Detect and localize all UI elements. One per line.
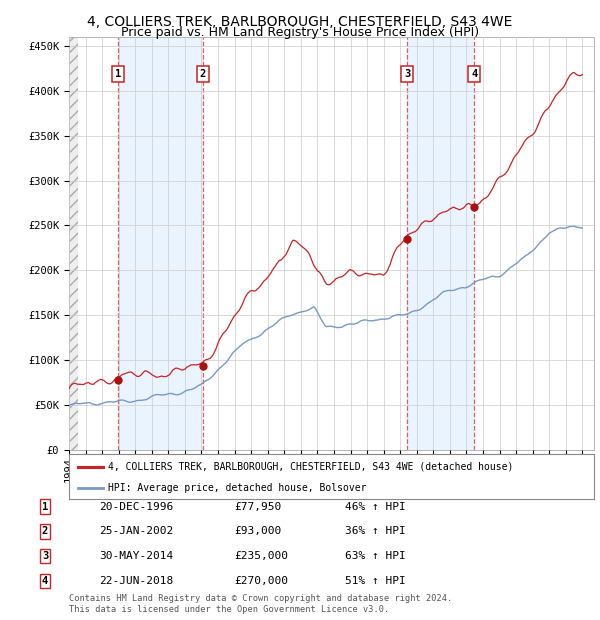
- Text: 46% ↑ HPI: 46% ↑ HPI: [345, 502, 406, 512]
- Text: 3: 3: [404, 69, 410, 79]
- Text: 22-JUN-2018: 22-JUN-2018: [99, 576, 173, 586]
- Text: 51% ↑ HPI: 51% ↑ HPI: [345, 576, 406, 586]
- Text: £270,000: £270,000: [234, 576, 288, 586]
- Text: 30-MAY-2014: 30-MAY-2014: [99, 551, 173, 561]
- Text: HPI: Average price, detached house, Bolsover: HPI: Average price, detached house, Bols…: [109, 483, 367, 493]
- Text: £235,000: £235,000: [234, 551, 288, 561]
- Text: 4, COLLIERS TREK, BARLBOROUGH, CHESTERFIELD, S43 4WE: 4, COLLIERS TREK, BARLBOROUGH, CHESTERFI…: [88, 16, 512, 30]
- Text: Contains HM Land Registry data © Crown copyright and database right 2024.: Contains HM Land Registry data © Crown c…: [69, 594, 452, 603]
- Text: £93,000: £93,000: [234, 526, 281, 536]
- Text: 2: 2: [42, 526, 48, 536]
- Text: 63% ↑ HPI: 63% ↑ HPI: [345, 551, 406, 561]
- Text: 4: 4: [42, 576, 48, 586]
- Text: 4, COLLIERS TREK, BARLBOROUGH, CHESTERFIELD, S43 4WE (detached house): 4, COLLIERS TREK, BARLBOROUGH, CHESTERFI…: [109, 462, 514, 472]
- Text: 1: 1: [115, 69, 121, 79]
- Text: 1: 1: [42, 502, 48, 512]
- Bar: [407, 37, 474, 450]
- Text: This data is licensed under the Open Government Licence v3.0.: This data is licensed under the Open Gov…: [69, 604, 389, 614]
- Text: 4: 4: [471, 69, 478, 79]
- Text: Price paid vs. HM Land Registry's House Price Index (HPI): Price paid vs. HM Land Registry's House …: [121, 26, 479, 39]
- Text: 20-DEC-1996: 20-DEC-1996: [99, 502, 173, 512]
- Bar: [69, 37, 78, 450]
- Text: 36% ↑ HPI: 36% ↑ HPI: [345, 526, 406, 536]
- Text: 3: 3: [42, 551, 48, 561]
- Bar: [118, 37, 203, 450]
- Text: 25-JAN-2002: 25-JAN-2002: [99, 526, 173, 536]
- Text: £77,950: £77,950: [234, 502, 281, 512]
- Text: 2: 2: [200, 69, 206, 79]
